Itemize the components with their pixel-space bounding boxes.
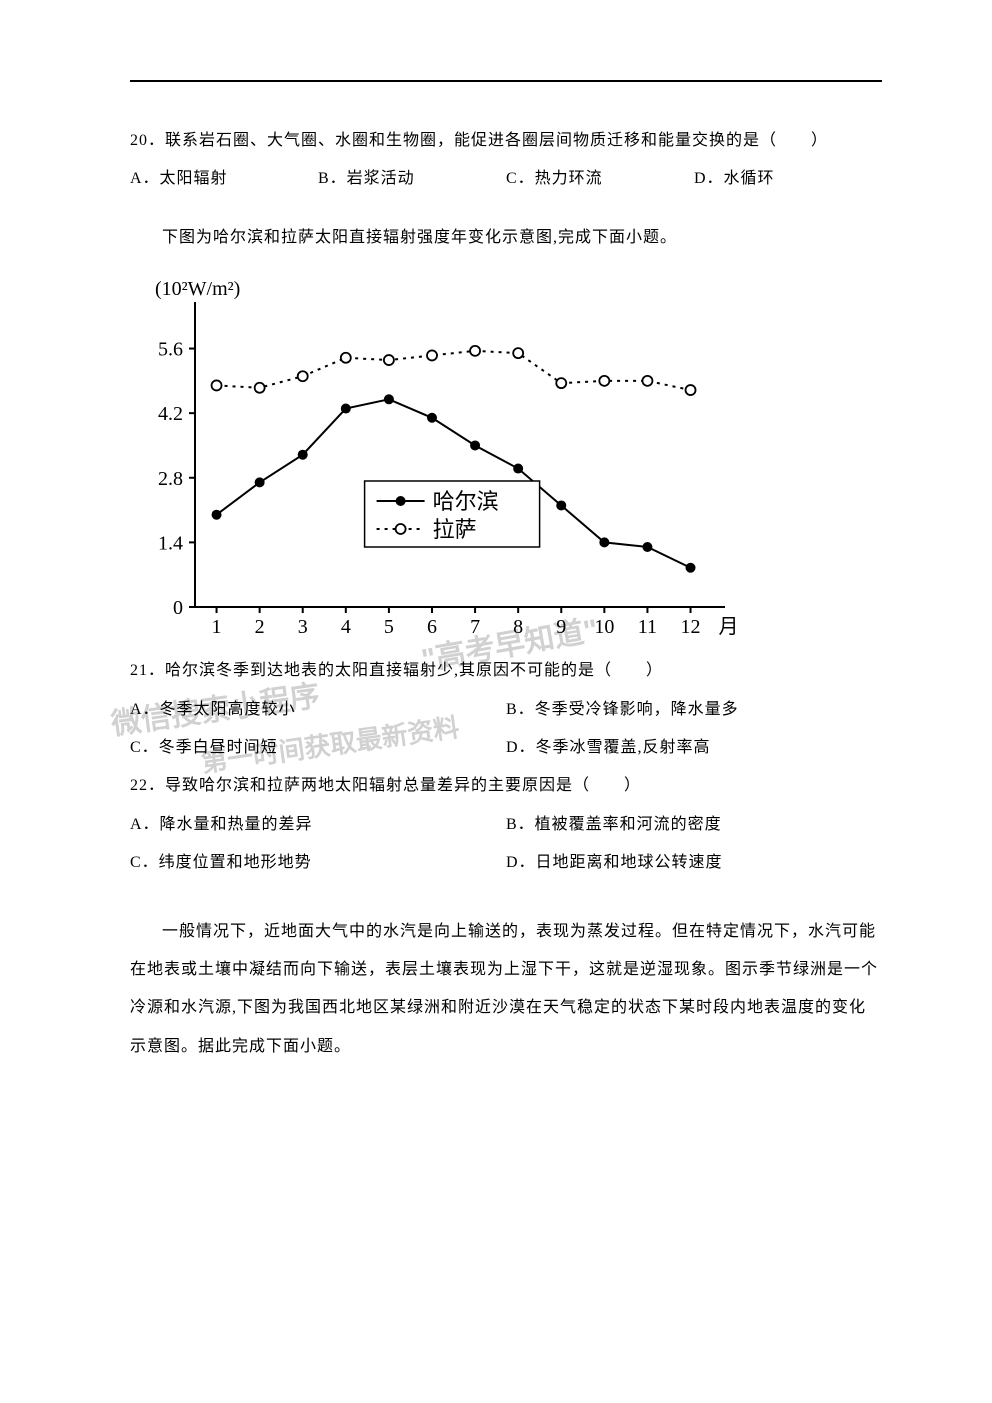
q22-opt-d: D．日地距离和地球公转速度 <box>506 844 882 882</box>
chart-svg: (10²W/m²)01.42.84.25.6123456789101112月哈尔… <box>125 267 745 647</box>
paragraph-nishishi: 一般情况下，近地面大气中的水汽是向上输送的，表现为蒸发过程。但在特定情况下，水汽… <box>130 913 882 1067</box>
svg-text:0: 0 <box>173 597 183 619</box>
q21-options-row2: C．冬季白昼时间短 D．冬季冰雪覆盖,反射率高 <box>130 729 882 767</box>
radiation-chart: (10²W/m²)01.42.84.25.6123456789101112月哈尔… <box>125 267 745 647</box>
q21-opt-d: D．冬季冰雪覆盖,反射率高 <box>506 729 882 767</box>
svg-text:1.4: 1.4 <box>158 533 183 555</box>
q22-number: 22． <box>130 777 165 794</box>
svg-text:拉萨: 拉萨 <box>433 517 477 542</box>
svg-text:2.8: 2.8 <box>158 468 183 490</box>
svg-text:4.2: 4.2 <box>158 403 183 425</box>
q21-options-row1: A．冬季太阳高度较小 B．冬季受冷锋影响，降水量多 <box>130 691 882 729</box>
svg-text:5.6: 5.6 <box>158 339 183 361</box>
q20-number: 20． <box>130 132 165 149</box>
q20-stem: 20．联系岩石圈、大气圈、水圈和生物圈，能促进各圈层间物质迁移和能量交换的是（ … <box>130 122 882 160</box>
page-top-rule <box>130 80 882 82</box>
q21-opt-c: C．冬季白昼时间短 <box>130 729 506 767</box>
svg-text:3: 3 <box>298 616 308 638</box>
q21-number: 21． <box>130 662 165 679</box>
svg-text:6: 6 <box>427 616 437 638</box>
svg-text:8: 8 <box>513 616 523 638</box>
q20-options: A．太阳辐射 B．岩浆活动 C．热力环流 D．水循环 <box>130 160 882 198</box>
intro-21-22: 下图为哈尔滨和拉萨太阳直接辐射强度年变化示意图,完成下面小题。 <box>130 219 882 257</box>
svg-text:哈尔滨: 哈尔滨 <box>433 489 499 514</box>
svg-text:9: 9 <box>556 616 566 638</box>
svg-text:2: 2 <box>255 616 265 638</box>
svg-text:1: 1 <box>212 616 222 638</box>
svg-text:11: 11 <box>638 616 657 638</box>
q22-text: 导致哈尔滨和拉萨两地太阳辐射总量差异的主要原因是（ ） <box>165 777 641 794</box>
q22-opt-b: B．植被覆盖率和河流的密度 <box>506 806 882 844</box>
svg-text:4: 4 <box>341 616 351 638</box>
q20-opt-b: B．岩浆活动 <box>318 160 506 198</box>
svg-text:(10²W/m²): (10²W/m²) <box>155 278 240 300</box>
q20-opt-d: D．水循环 <box>694 160 882 198</box>
q22-options-row2: C．纬度位置和地形地势 D．日地距离和地球公转速度 <box>130 844 882 882</box>
q22-opt-a: A．降水量和热量的差异 <box>130 806 506 844</box>
q21-text: 哈尔滨冬季到达地表的太阳直接辐射少,其原因不可能的是（ ） <box>165 662 663 679</box>
paragraph-text: 一般情况下，近地面大气中的水汽是向上输送的，表现为蒸发过程。但在特定情况下，水汽… <box>130 913 882 1067</box>
svg-text:7: 7 <box>470 616 480 638</box>
q21-opt-b: B．冬季受冷锋影响，降水量多 <box>506 691 882 729</box>
q21-opt-a: A．冬季太阳高度较小 <box>130 691 506 729</box>
svg-text:12: 12 <box>681 616 701 638</box>
q22-stem: 22．导致哈尔滨和拉萨两地太阳辐射总量差异的主要原因是（ ） <box>130 767 882 805</box>
q20-text: 联系岩石圈、大气圈、水圈和生物圈，能促进各圈层间物质迁移和能量交换的是（ ） <box>165 132 828 149</box>
q22-opt-c: C．纬度位置和地形地势 <box>130 844 506 882</box>
svg-text:5: 5 <box>384 616 394 638</box>
q20-opt-a: A．太阳辐射 <box>130 160 318 198</box>
q22-options-row1: A．降水量和热量的差异 B．植被覆盖率和河流的密度 <box>130 806 882 844</box>
q20-opt-c: C．热力环流 <box>506 160 694 198</box>
svg-text:月: 月 <box>719 616 739 638</box>
svg-text:10: 10 <box>594 616 614 638</box>
q21-stem: 21．哈尔滨冬季到达地表的太阳直接辐射少,其原因不可能的是（ ） <box>130 652 882 690</box>
